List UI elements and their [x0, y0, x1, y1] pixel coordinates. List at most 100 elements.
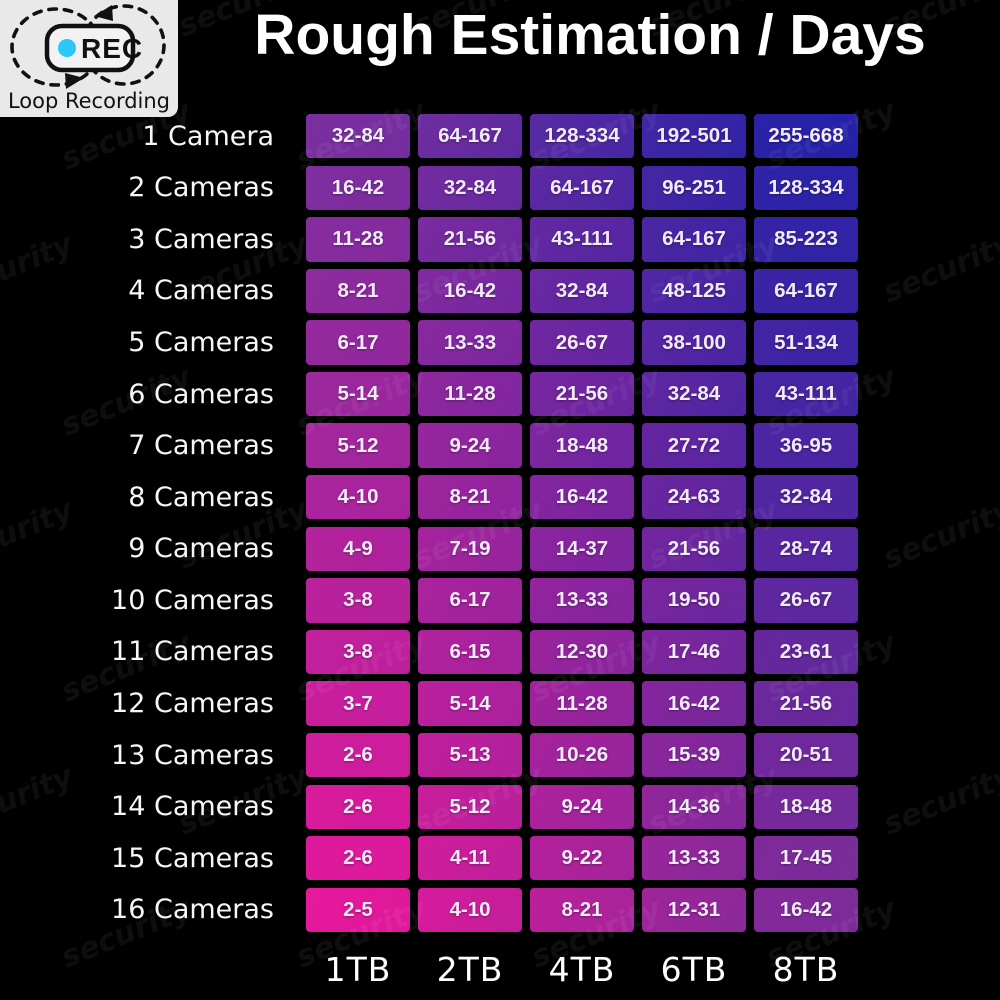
table-cell: 13-33: [530, 578, 634, 623]
table-cell: 32-84: [530, 268, 634, 314]
table-cell: 4-11: [418, 836, 522, 881]
row-label: 14 Cameras: [111, 791, 274, 823]
table-cell: 255-668: [754, 114, 858, 159]
table-cell: 38-100: [642, 320, 746, 365]
table-cell: 26-67: [754, 578, 858, 623]
page-title: Rough Estimation / Days: [254, 3, 926, 67]
row-label: 9 Cameras: [128, 533, 274, 565]
table-cell: 12-31: [642, 887, 746, 933]
table-cell: 3-8: [306, 578, 410, 623]
table-cell: 96-251: [642, 165, 746, 210]
table-cell: 32-84: [754, 475, 858, 520]
watermark-text: security: [996, 93, 1000, 178]
watermark-text: security: [0, 758, 78, 843]
column-header: 1TB: [324, 949, 392, 989]
table-cell: 2-6: [306, 836, 410, 881]
column-header: 8TB: [772, 949, 840, 989]
table-cell: 9-24: [418, 423, 522, 468]
loop-recording-badge: REC Loop Recording: [0, 0, 178, 117]
loop-recording-icon: REC: [10, 4, 166, 89]
table-cell: 128-334: [754, 165, 858, 210]
table-cell: 2-5: [306, 887, 410, 933]
table-cell: 21-56: [754, 681, 858, 726]
table-cell: 13-33: [418, 320, 522, 365]
column-header: 2TB: [436, 949, 504, 989]
watermark-text: security: [0, 492, 78, 577]
table-cell: 14-37: [530, 526, 634, 572]
loop-arrow-bottom: [65, 73, 84, 89]
table-cell: 6-17: [306, 320, 410, 365]
table-cell: 192-501: [642, 114, 746, 159]
watermark-text: security: [996, 891, 1000, 976]
rec-pill: [44, 23, 136, 73]
table-cell: 5-14: [418, 681, 522, 726]
row-label: 10 Cameras: [111, 584, 274, 616]
table-cell: 64-167: [418, 114, 522, 159]
table-cell: 7-19: [418, 526, 522, 572]
row-label: 12 Cameras: [111, 688, 274, 720]
table-cell: 43-111: [754, 371, 858, 417]
table-cell: 4-10: [418, 887, 522, 933]
table-cell: 5-12: [418, 784, 522, 829]
table-cell: 11-28: [418, 371, 522, 417]
header-spacer: [88, 944, 298, 994]
table-cell: 3-7: [306, 681, 410, 726]
row-label: 7 Cameras: [128, 430, 274, 462]
table-cell: 8-21: [418, 475, 522, 520]
table-cell: 48-125: [642, 268, 746, 314]
table-cell: 13-33: [642, 836, 746, 881]
table-cell: 32-84: [306, 114, 410, 159]
row-label: 16 Cameras: [111, 894, 274, 926]
table-cell: 51-134: [754, 320, 858, 365]
table-cell: 43-111: [530, 217, 634, 262]
table-cell: 21-56: [418, 217, 522, 262]
watermark-text: security: [878, 758, 1000, 843]
rec-label: REC: [81, 33, 143, 64]
table-cell: 18-48: [530, 423, 634, 468]
table-cell: 5-12: [306, 423, 410, 468]
table-cell: 6-15: [418, 629, 522, 675]
table-cell: 17-46: [642, 629, 746, 675]
table-cell: 16-42: [642, 681, 746, 726]
table-cell: 16-42: [530, 475, 634, 520]
row-label: 5 Cameras: [128, 327, 274, 358]
table-cell: 64-167: [530, 165, 634, 210]
table-cell: 32-84: [642, 371, 746, 417]
loop-arrow-top: [94, 5, 113, 21]
table-cell: 24-63: [642, 475, 746, 520]
table-cell: 5-13: [418, 732, 522, 778]
table-cell: 26-67: [530, 320, 634, 365]
table-cell: 23-61: [754, 629, 858, 675]
table-cell: 2-6: [306, 732, 410, 778]
table-cell: 16-42: [418, 268, 522, 314]
watermark-text: security: [878, 226, 1000, 311]
table-cell: 19-50: [642, 578, 746, 623]
column-header: 6TB: [660, 949, 728, 989]
table-cell: 64-167: [754, 268, 858, 314]
table-cell: 4-9: [306, 526, 410, 572]
row-label: 15 Cameras: [111, 842, 274, 874]
table-cell: 6-17: [418, 578, 522, 623]
table-cell: 36-95: [754, 423, 858, 468]
table-cell: 10-26: [530, 732, 634, 778]
row-label: 11 Cameras: [111, 636, 274, 668]
table-cell: 27-72: [642, 423, 746, 468]
table-cell: 20-51: [754, 732, 858, 778]
table-cell: 4-10: [306, 475, 410, 520]
table-cell: 11-28: [530, 681, 634, 726]
row-label: 4 Cameras: [128, 275, 274, 307]
table-cell: 9-24: [530, 784, 634, 829]
watermark-text: security: [878, 492, 1000, 577]
table-cell: 14-36: [642, 784, 746, 829]
table-cell: 3-8: [306, 629, 410, 675]
table-cell: 9-22: [530, 836, 634, 881]
table-cell: 15-39: [642, 732, 746, 778]
estimation-table: 1 Camera 32-84 64-167 128-334 192-501 255-668…: [88, 114, 858, 933]
row-label: 6 Cameras: [128, 378, 274, 410]
row-label: 2 Cameras: [128, 172, 274, 204]
table-cell: 128-334: [530, 114, 634, 159]
table-cell: 2-6: [306, 784, 410, 829]
table-cell: 17-45: [754, 836, 858, 881]
table-cell: 12-30: [530, 629, 634, 675]
